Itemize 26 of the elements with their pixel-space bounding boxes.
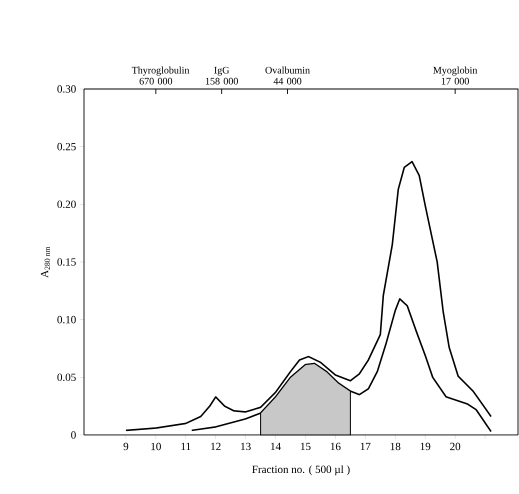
annotation: IgG 158 000: [206, 66, 238, 85]
line-series: [125, 160, 492, 432]
x-tick-label: 19: [420, 442, 430, 450]
x-tick-label: 10: [151, 442, 161, 450]
x-tick-label: 13: [241, 442, 251, 450]
y-axis-title: A$_{280 nm}$: [40, 246, 50, 278]
y-tick-label: 0.10: [57, 316, 76, 324]
y-tick-label: 0.05: [57, 374, 76, 382]
x-tick-label: 9: [124, 442, 128, 450]
x-axis-title: Fraction no. ( 500 µl ): [252, 465, 350, 476]
annotation: Myoglobin 17 000: [433, 66, 478, 85]
x-tick-label: 12: [211, 442, 221, 450]
annotation: Ovalbumin 44 000: [265, 66, 310, 85]
x-tick-label: 11: [181, 442, 190, 450]
annotation: Thyroglobulin 670 000: [132, 66, 190, 85]
y-tick-label: 0.25: [57, 142, 76, 150]
y-tick-label: 0.15: [57, 258, 76, 266]
y-tick-label: 0: [71, 431, 76, 439]
x-tick-label: 15: [300, 442, 311, 450]
x-tick-label: 14: [271, 442, 281, 450]
x-tick-label: 20: [450, 442, 460, 450]
x-tick-label: 17: [360, 442, 371, 450]
y-tick-label: 0.30: [57, 85, 76, 93]
x-tick-label: 18: [390, 442, 400, 450]
y-tick-label: 0.20: [57, 200, 76, 208]
x-tick-label: 16: [330, 442, 341, 450]
